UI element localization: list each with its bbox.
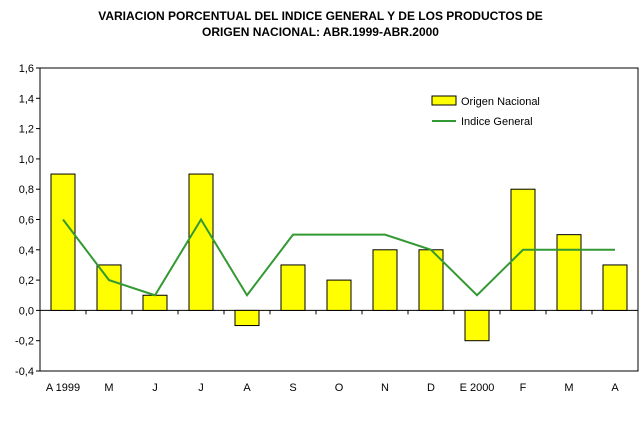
y-tick-label: 0,4 bbox=[19, 245, 34, 257]
bar-origen-nacional bbox=[602, 264, 628, 311]
x-tick-label: J bbox=[152, 382, 158, 394]
bar-origen-nacional bbox=[50, 173, 76, 311]
bar-origen-nacional bbox=[372, 249, 398, 311]
y-tick-label: 1,6 bbox=[19, 63, 34, 75]
x-tick-label: O bbox=[335, 382, 344, 394]
x-tick-label: N bbox=[381, 382, 389, 394]
x-tick-label: M bbox=[564, 382, 573, 394]
y-tick-label: 0,2 bbox=[19, 275, 34, 287]
y-tick-label: 0,8 bbox=[19, 184, 34, 196]
x-tick-label: A bbox=[243, 382, 251, 394]
y-tick-label: 0,6 bbox=[19, 215, 34, 227]
x-tick-label: D bbox=[427, 382, 435, 394]
x-tick-label: M bbox=[104, 382, 113, 394]
y-tick-label: -0,4 bbox=[15, 366, 34, 378]
legend-label-indice-general: Indice General bbox=[461, 116, 533, 128]
bar-origen-nacional bbox=[280, 264, 306, 311]
x-tick-label: A bbox=[611, 382, 619, 394]
bar-origen-nacional bbox=[234, 309, 260, 327]
plot-border bbox=[39, 67, 639, 372]
x-tick-label: S bbox=[289, 382, 296, 394]
bar-origen-nacional bbox=[188, 173, 214, 311]
y-tick-label: 1,0 bbox=[19, 154, 34, 166]
legend-label-origen-nacional: Origen Nacional bbox=[461, 96, 540, 108]
legend: Origen Nacional Indice General bbox=[431, 95, 540, 128]
y-tick-label: 1,4 bbox=[19, 93, 34, 105]
y-tick-label: 1,2 bbox=[19, 124, 34, 136]
bar-origen-nacional bbox=[142, 294, 168, 311]
legend-swatch-origen-nacional bbox=[431, 95, 457, 106]
chart-title-line2: ORIGEN NACIONAL: ABR.1999-ABR.2000 bbox=[202, 25, 439, 39]
x-tick-label: F bbox=[520, 382, 527, 394]
x-tick-label: A 1999 bbox=[46, 382, 80, 394]
chart-title-line1: VARIACION PORCENTUAL DEL INDICE GENERAL … bbox=[98, 9, 543, 23]
y-tick-label: 0,0 bbox=[19, 305, 34, 317]
bar-origen-nacional bbox=[96, 264, 122, 311]
bar-origen-nacional bbox=[418, 249, 444, 311]
x-tick-label: J bbox=[198, 382, 204, 394]
bar-origen-nacional bbox=[556, 234, 582, 311]
y-tick-label: -0,2 bbox=[15, 336, 34, 348]
plot-area: 1,6 1,4 1,2 1,0 0,8 0,6 0,4 0,2 0,0 -0,2 -0,4 A 199… bbox=[15, 63, 639, 394]
x-tick-label: E 2000 bbox=[460, 382, 495, 394]
bar-origen-nacional bbox=[464, 309, 490, 342]
line-indice-general bbox=[62, 217, 615, 298]
bar-origen-nacional bbox=[326, 279, 352, 311]
